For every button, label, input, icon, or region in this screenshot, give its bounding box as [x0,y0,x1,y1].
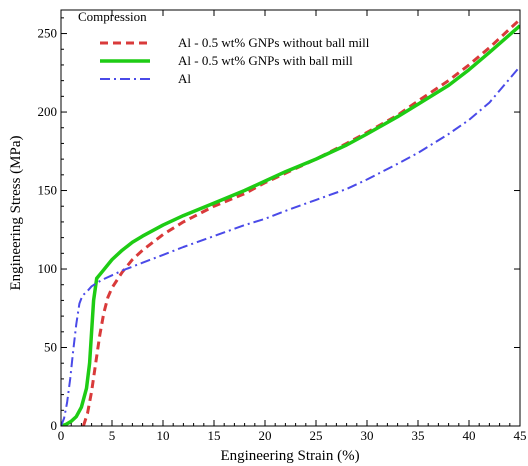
x-axis-label: Engineering Strain (%) [220,448,359,464]
y-tick-label: 100 [38,261,58,276]
y-axis-label: Engineering Stress (MPa) [8,136,24,291]
series-line-1 [81,18,520,426]
y-tick-label: 150 [38,183,58,198]
plot-frame [60,9,521,427]
x-tick-label: 30 [361,428,374,443]
legend-label-3: Al [178,71,191,86]
chart-title: Compression [78,9,147,24]
y-tick-label: 250 [38,26,58,41]
axes: 0 5 10 15 20 25 30 35 40 45 0 50 100 150 200 250 [38,9,527,443]
legend-label-2: Al - 0.5 wt% GNPs with ball mill [178,53,353,68]
y-tick-label: 200 [38,104,58,119]
x-tick-label: 35 [412,428,425,443]
y-tick-label: 0 [51,418,58,433]
x-tick-label: 15 [208,428,221,443]
x-tick-label: 0 [58,428,65,443]
x-tick-label: 45 [514,428,527,443]
series-line-2 [61,24,520,426]
legend-label-1: Al - 0.5 wt% GNPs without ball mill [178,35,370,50]
legend: Al - 0.5 wt% GNPs without ball mill Al - … [100,35,370,86]
x-tick-label: 25 [310,428,323,443]
plot-area [61,18,520,426]
x-tick-label: 5 [109,428,116,443]
x-tick-label: 10 [157,428,170,443]
x-tick-label: 40 [463,428,476,443]
y-tick-label: 50 [44,340,57,355]
x-tick-label: 20 [259,428,272,443]
